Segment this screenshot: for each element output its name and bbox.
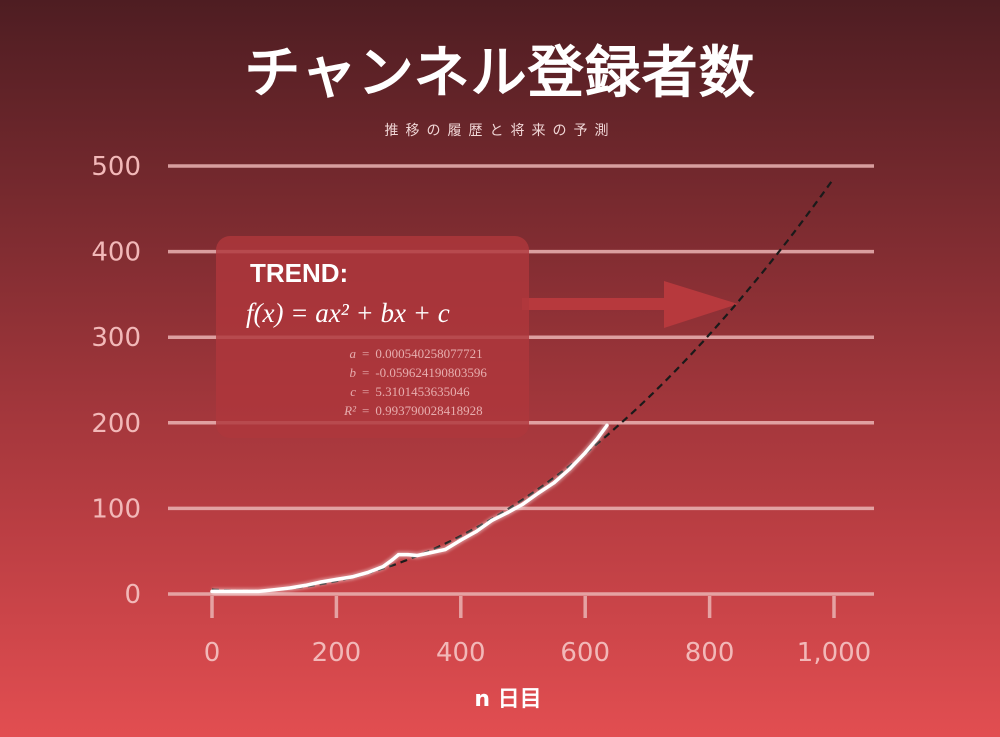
data-point — [334, 577, 338, 582]
x-tick-label: 0 — [204, 638, 221, 668]
coefficient-value: 0.993790028418928 — [375, 403, 483, 418]
data-point — [350, 575, 354, 579]
coefficient-value: -0.059624190803596 — [375, 365, 487, 380]
y-tick-label: 500 — [91, 152, 141, 182]
data-point — [241, 589, 245, 594]
data-point — [210, 589, 214, 594]
x-axis-title: n 日目 — [474, 687, 541, 712]
trend-heading: TREND: — [250, 258, 349, 288]
x-axis-labels: 0 200 400 600 800 1,000 — [204, 638, 871, 668]
data-point — [521, 502, 525, 506]
data-point — [390, 558, 394, 562]
coefficient-row: R² = 0.993790028418928 — [336, 401, 487, 420]
y-tick-label: 100 — [91, 494, 141, 524]
data-point — [303, 583, 307, 588]
trend-arrow-head — [664, 281, 738, 328]
data-point — [505, 511, 510, 515]
data-point — [381, 565, 385, 569]
data-point — [552, 481, 556, 485]
data-point — [428, 551, 432, 555]
data-point — [225, 589, 230, 594]
coefficient-name: a — [349, 346, 357, 361]
coefficient-name: c — [350, 384, 356, 399]
chart-subtitle: 推移の履歴と将来の予測 — [384, 123, 616, 139]
trend-formula: f(x) = ax² + bx + c — [246, 298, 450, 328]
data-point — [474, 529, 478, 534]
x-tick-label: 600 — [560, 638, 610, 668]
y-tick-label: 400 — [91, 238, 141, 268]
chart-title: チャンネル登録者数 — [244, 41, 756, 106]
data-point — [365, 571, 370, 575]
trend-line — [211, 177, 835, 592]
coefficient-name: R² — [344, 403, 356, 418]
y-tick-label: 300 — [91, 323, 141, 353]
data-point — [596, 436, 600, 440]
data-point — [406, 553, 410, 557]
series-group — [210, 177, 835, 595]
trend-panel: TREND: f(x) = ax² + bx + c a = 0.000540258… — [216, 236, 529, 438]
x-tick-label: 800 — [685, 638, 735, 668]
coefficient-row: b = -0.059624190803596 — [336, 363, 487, 382]
data-point — [288, 586, 292, 590]
coefficient-value: 0.000540258077721 — [375, 346, 483, 361]
data-point — [272, 588, 276, 592]
x-tick-label: 1,000 — [797, 638, 871, 668]
data-point — [397, 553, 401, 557]
data-point — [459, 538, 463, 542]
y-tick-label: 200 — [91, 409, 141, 439]
data-point — [568, 467, 572, 471]
coefficient-list: a = 0.000540258077721 b = -0.059624190803596… — [336, 344, 487, 420]
trend-arrow-shaft — [522, 298, 668, 310]
data-point — [257, 589, 261, 594]
x-axis-ticks — [210, 596, 836, 618]
coefficient-value: 5.3101453635046 — [375, 384, 470, 399]
data-point — [490, 518, 494, 522]
data-point — [605, 423, 609, 427]
y-tick-label: 0 — [124, 580, 141, 610]
data-point — [443, 547, 447, 552]
data-point — [415, 553, 419, 558]
trend-arrow-group — [522, 281, 738, 328]
coefficient-row: a = 0.000540258077721 — [336, 344, 487, 363]
x-tick-label: 200 — [312, 638, 362, 668]
y-axis-labels: 0 100 200 300 400 500 — [91, 152, 141, 610]
data-point — [583, 451, 587, 455]
x-tick-label: 400 — [436, 638, 486, 668]
coefficient-row: c = 5.3101453635046 — [336, 382, 487, 401]
data-point — [319, 580, 323, 584]
coefficient-name: b — [349, 365, 357, 380]
data-point — [536, 491, 541, 495]
